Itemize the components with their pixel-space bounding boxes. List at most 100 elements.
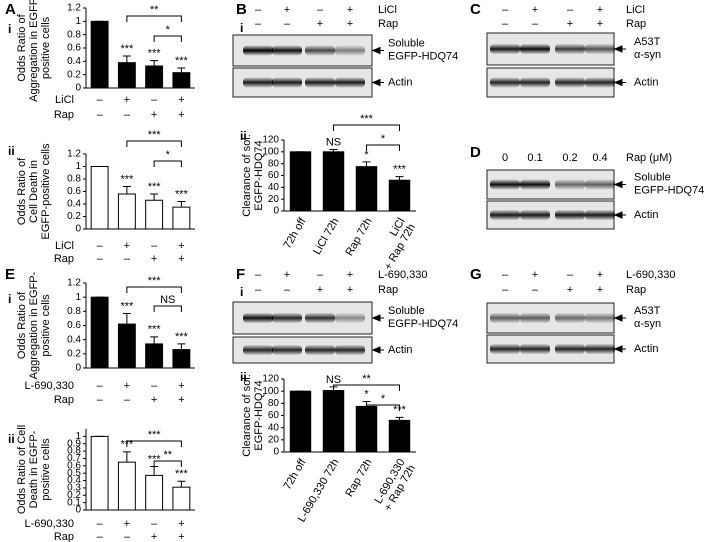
header-sign: + [597,18,603,30]
treatment-sign: + [178,109,184,121]
blot-band [305,77,335,88]
bar [117,461,136,511]
y-label-line: Aggregation in EGFP- [28,0,40,102]
bracket-label: ** [163,449,172,461]
header-sign: + [567,284,573,296]
arrow [613,180,626,189]
y-label-line: positive cells [40,16,52,79]
y-tick-label: 0.1 [67,497,81,508]
blot-band [555,344,585,354]
bracket [153,460,182,467]
y-tick-label: 0.9 [67,438,81,449]
sub-label: ii [8,432,15,446]
y-tick-label: 0.5 [67,468,81,479]
significance: *** [175,468,189,480]
band-label: A53T [634,36,661,48]
y-tick-label: 0 [75,83,81,94]
y-tick-label: 0.4 [67,334,81,345]
bar [172,206,191,230]
blot-band [243,45,273,56]
treatment-sign: – [124,394,131,406]
y-label-line: EGFP-HDQ74 [253,380,265,450]
error-bar [122,451,131,463]
bracket [333,384,400,391]
y-tick-label: 0.8 [67,29,81,40]
treatment-sign: – [97,380,104,392]
y-label-line: Odds Ratio of [16,157,28,225]
bar [145,343,164,369]
panel-letter: F [236,266,245,283]
arrow [371,346,384,354]
band-label: Actin [388,344,412,356]
header-sign: 0.4 [592,152,607,164]
blot-band [585,210,615,220]
y-label-line: Clearance of sol. [241,374,253,457]
header-name: Rap (μM) [626,152,672,164]
blot-band [490,210,520,220]
blot-band [555,210,585,220]
bracket-label: * [381,133,386,145]
y-tick-label: 0 [75,363,81,374]
header-sign: 0.1 [527,152,542,164]
blot-band [490,44,520,54]
header-sign: + [347,269,353,281]
y-tick-label: 100 [262,386,279,397]
treatment-sign: + [124,380,130,392]
y-tick-label: 0.4 [67,199,81,210]
blot-band [585,44,615,54]
bracket-label: ** [362,373,371,385]
arrow [371,78,384,87]
y-tick-label: 1.2 [67,278,81,289]
bracket [126,140,182,147]
y-tick-label: 60 [268,410,280,421]
treatment-name: Rap [54,109,74,121]
significance: *** [393,164,407,176]
y-tick-label: 0.8 [67,306,81,317]
header-name: Rap [626,18,646,30]
bar [117,193,136,230]
bracket [153,305,182,312]
band-label: α-syn [634,318,661,330]
sub-label: ii [240,129,247,143]
bracket [366,144,400,151]
treatment-sign: + [151,531,157,542]
band-label: Soluble [634,171,671,183]
blot-band [490,313,520,323]
blot-band [520,44,550,54]
y-label-line: Odds Ratio of [16,291,28,359]
bracket [126,286,182,293]
treatment-sign: – [97,394,104,406]
y-tick-label: 120 [262,135,279,146]
error-bar [329,148,338,152]
bar [289,151,312,212]
error-bar [177,343,186,350]
blot-band [272,77,302,88]
bracket [126,440,182,447]
bar [90,296,109,369]
blot-band [305,45,335,56]
blot-band [335,45,365,56]
treatment-sign: – [97,518,104,530]
header-name: Rap [378,18,398,30]
y-tick-label: 0.8 [67,446,81,457]
bar [172,349,191,369]
error-bar [122,312,131,325]
arrow [613,314,626,322]
y-tick-label: 100 [262,146,279,157]
bar [145,199,164,230]
header-sign: 0 [502,152,508,164]
treatment-sign: – [97,240,104,252]
treatment-sign: + [178,253,184,265]
y-tick-label: 0 [75,505,81,516]
sub-label: ii [240,370,247,384]
bar [90,166,109,230]
y-tick-label: 80 [268,158,280,169]
bracket-label: *** [148,275,162,287]
bar [322,151,345,212]
arrow [613,45,626,53]
blot-band [555,313,585,323]
blot-band [272,45,302,56]
bar [172,72,191,89]
y-tick-label: 0.4 [67,475,81,486]
